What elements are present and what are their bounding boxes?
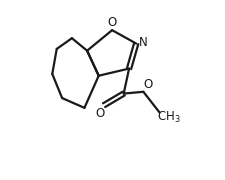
Text: O: O — [94, 107, 104, 120]
Text: N: N — [139, 36, 147, 49]
Text: CH$_3$: CH$_3$ — [157, 110, 180, 125]
Text: O: O — [107, 16, 116, 29]
Text: O: O — [143, 78, 152, 91]
